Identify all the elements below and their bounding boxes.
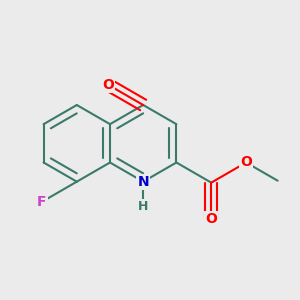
Text: N: N bbox=[137, 175, 149, 189]
Text: O: O bbox=[205, 212, 217, 226]
Text: F: F bbox=[37, 195, 47, 209]
Text: H: H bbox=[138, 200, 148, 213]
Text: O: O bbox=[102, 78, 114, 92]
Text: O: O bbox=[240, 155, 252, 170]
